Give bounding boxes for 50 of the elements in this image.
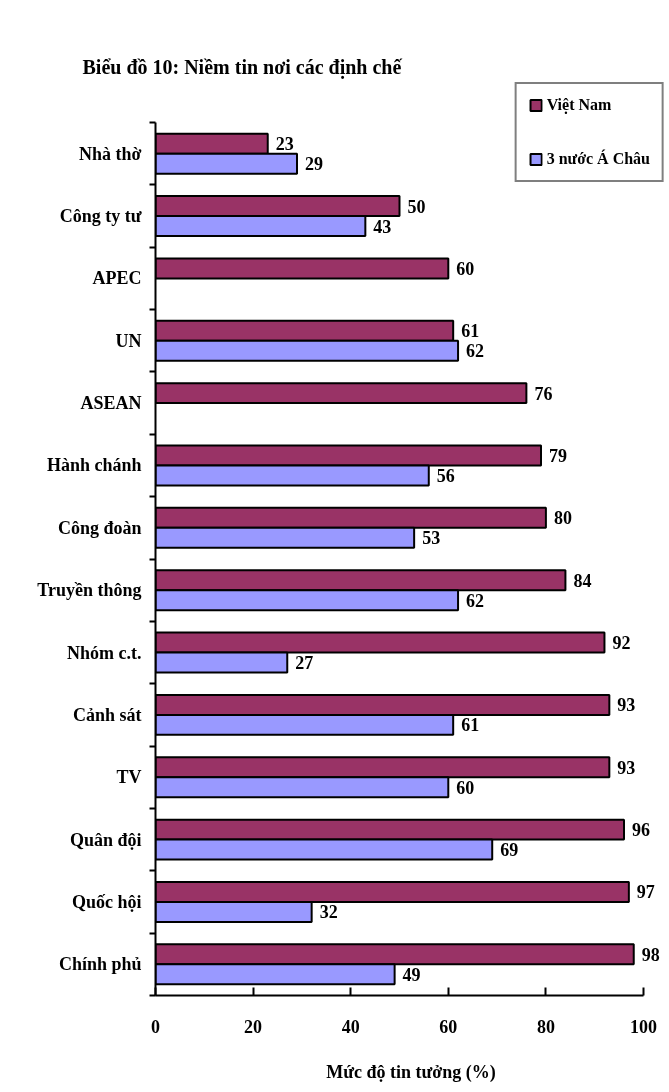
x-tick-label: 60 <box>439 1016 458 1037</box>
data-label: 43 <box>373 216 392 237</box>
data-label: 61 <box>461 321 480 342</box>
y-tick-label: Nhà thờ <box>79 143 142 164</box>
data-label: 49 <box>402 964 421 985</box>
data-label: 50 <box>407 196 426 217</box>
y-tick-label: ASEAN <box>80 393 142 414</box>
y-tick-label: Công đoàn <box>57 517 142 538</box>
y-tick-label: Hành chánh <box>46 455 142 476</box>
data-label: 79 <box>549 445 568 466</box>
x-tick-label: 0 <box>151 1016 160 1037</box>
data-label: 23 <box>275 134 294 155</box>
y-tick-label: Công ty tư <box>59 206 142 227</box>
data-label: 80 <box>553 508 572 529</box>
y-tick-label: APEC <box>92 268 142 289</box>
data-label: 60 <box>456 777 475 798</box>
y-tick-label: TV <box>116 767 142 788</box>
data-label: 61 <box>461 715 480 736</box>
data-label: 62 <box>466 341 485 362</box>
y-tick-label: Nhóm c.t. <box>67 642 142 663</box>
y-tick-label: Cảnh sát <box>72 704 142 725</box>
data-label: 29 <box>305 154 324 175</box>
data-label: 92 <box>612 633 631 654</box>
y-tick-label: Quốc hội <box>71 891 142 912</box>
x-tick-label: 80 <box>536 1016 555 1037</box>
data-label: 62 <box>466 590 485 611</box>
x-axis-title: Mức độ tin tưởng (%) <box>326 1061 496 1083</box>
data-label: 53 <box>422 528 441 549</box>
y-tick-label: Chính phủ <box>58 954 142 975</box>
chart-title: Biểu đồ 10: Niềm tin nơi các định chế <box>82 55 403 79</box>
data-label: 84 <box>573 570 592 591</box>
x-tick-label: 20 <box>244 1016 263 1037</box>
y-tick-label: UN <box>115 330 142 351</box>
data-label: 56 <box>436 465 455 486</box>
data-label: 98 <box>641 944 660 965</box>
y-tick-label: Quân đội <box>69 829 142 850</box>
data-label: 97 <box>636 882 655 903</box>
data-label: 96 <box>631 820 650 841</box>
data-label: 60 <box>456 258 475 279</box>
x-tick-label: 40 <box>341 1016 360 1037</box>
data-label: 69 <box>500 840 519 861</box>
data-label: 93 <box>617 757 636 778</box>
data-label: 76 <box>534 383 553 404</box>
data-label: 32 <box>319 902 338 923</box>
data-label: 27 <box>295 653 314 674</box>
x-tick-label: 100 <box>630 1016 657 1037</box>
legend-label: Việt Nam <box>546 96 612 114</box>
data-label: 93 <box>617 695 636 716</box>
y-tick-label: Truyền thông <box>37 580 142 601</box>
legend-label: 3 nước Á Châu <box>546 150 650 168</box>
